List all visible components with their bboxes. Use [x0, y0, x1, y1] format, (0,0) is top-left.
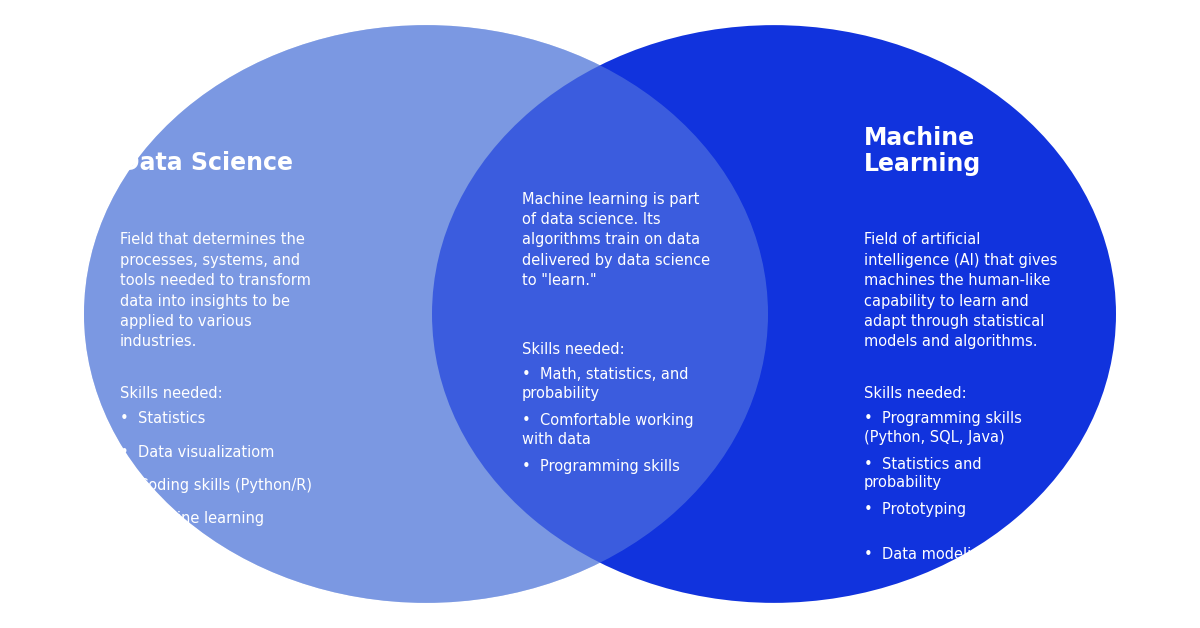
Text: Data Science: Data Science	[120, 151, 293, 175]
Text: Skills needed:: Skills needed:	[522, 342, 625, 357]
Text: •  Comfortable working
with data: • Comfortable working with data	[522, 413, 694, 447]
Ellipse shape	[432, 25, 1116, 603]
Text: Machine learning is part
of data science. Its
algorithms train on data
delivered: Machine learning is part of data science…	[522, 192, 710, 288]
Text: •  Statistics and
probability: • Statistics and probability	[864, 457, 982, 490]
Text: •  Data modeling: • Data modeling	[864, 547, 990, 562]
Text: •  Math, statistics, and
probability: • Math, statistics, and probability	[522, 367, 689, 401]
Text: •  Programming skills
(Python, SQL, Java): • Programming skills (Python, SQL, Java)	[864, 411, 1022, 445]
Text: Machine
Learning: Machine Learning	[864, 126, 982, 176]
Text: •  Data wrangling: • Data wrangling	[120, 578, 251, 593]
Text: •  Machine learning: • Machine learning	[120, 511, 264, 526]
Text: Field of artificial
intelligence (AI) that gives
machines the human-like
capabil: Field of artificial intelligence (AI) th…	[864, 232, 1057, 349]
Text: Field that determines the
processes, systems, and
tools needed to transform
data: Field that determines the processes, sys…	[120, 232, 311, 349]
Text: •  Data visualizatiom: • Data visualizatiom	[120, 445, 275, 460]
Text: •  Programming skills: • Programming skills	[522, 459, 680, 474]
Text: •  Statistics: • Statistics	[120, 411, 205, 426]
Text: •  Prototyping: • Prototyping	[864, 502, 966, 517]
Text: Skills needed:: Skills needed:	[864, 386, 967, 401]
Text: •  SQL/NoSQL: • SQL/NoSQL	[120, 544, 221, 560]
Text: Skills needed:: Skills needed:	[120, 386, 223, 401]
Text: •  Coding skills (Python/R): • Coding skills (Python/R)	[120, 478, 312, 493]
Ellipse shape	[84, 25, 768, 603]
Ellipse shape	[84, 25, 768, 603]
